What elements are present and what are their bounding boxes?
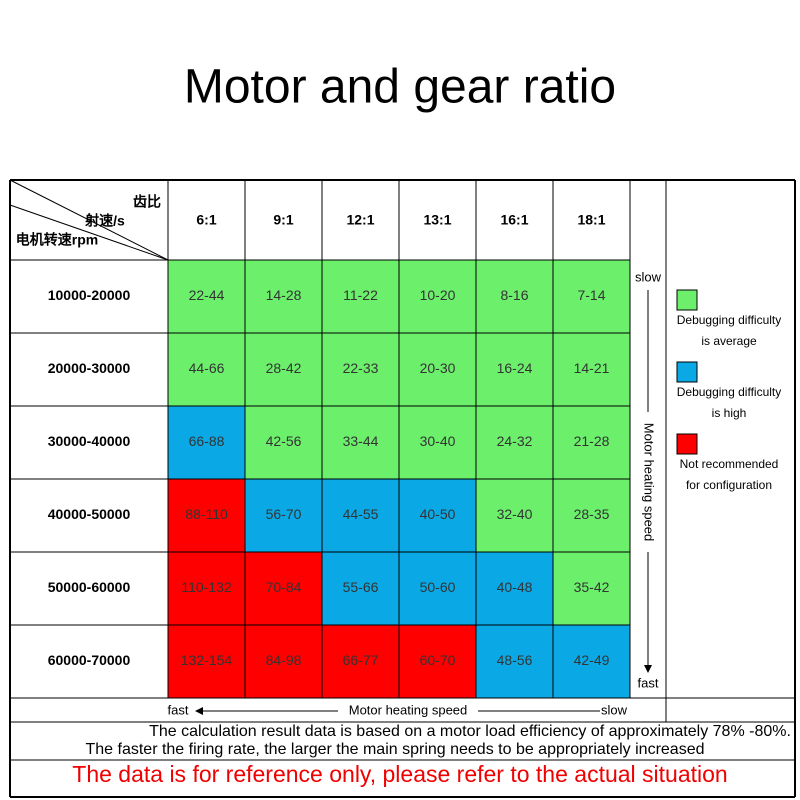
cell — [475, 478, 554, 553]
cell-value: 24-32 — [497, 433, 533, 449]
cell — [552, 259, 631, 334]
cell-value: 70-84 — [266, 579, 302, 595]
cell-value: 84-98 — [266, 652, 302, 668]
cell-value: 8-16 — [500, 287, 528, 303]
row-label: 10000-20000 — [48, 287, 131, 303]
note: The calculation result data is based on … — [149, 723, 791, 740]
cell-value: 44-66 — [189, 360, 225, 376]
column-label: 16:1 — [500, 212, 528, 228]
cell — [167, 624, 246, 699]
cell — [398, 259, 477, 334]
cell-value: 33-44 — [343, 433, 379, 449]
cell — [321, 551, 400, 626]
cell — [475, 624, 554, 699]
legend-text: is average — [701, 334, 757, 348]
cell-value: 28-35 — [574, 506, 610, 522]
legend-swatch — [676, 361, 698, 383]
cell — [244, 259, 323, 334]
cell-value: 60-70 — [420, 652, 456, 668]
cell-value: 14-28 — [266, 287, 302, 303]
column-label: 12:1 — [346, 212, 374, 228]
legend-text: is high — [712, 406, 747, 420]
cell — [475, 551, 554, 626]
cell-value: 110-132 — [181, 579, 232, 595]
table: 10000-20000 22-44 14-28 11-22 10-20 8-16 7-14 2… — [9, 179, 796, 798]
corner-label: 齿比 — [133, 194, 161, 210]
cell — [552, 332, 631, 407]
border — [9, 204, 169, 261]
cell-value: 28-42 — [266, 360, 302, 376]
corner-label: 射速/s — [84, 213, 125, 229]
cell — [475, 259, 554, 334]
cell-value: 40-48 — [497, 579, 533, 595]
cell — [321, 478, 400, 553]
cell — [552, 624, 631, 699]
cell-value: 44-55 — [343, 506, 379, 522]
corner-label: 电机转速rpm — [16, 232, 98, 248]
cell-value: 55-66 — [343, 579, 379, 595]
cell — [167, 551, 246, 626]
cell — [398, 478, 477, 553]
cell-value: 132-154 — [181, 652, 233, 668]
cell — [244, 478, 323, 553]
cell-value: 21-28 — [574, 433, 610, 449]
axis-label: Motor heating speed — [349, 702, 468, 717]
cell-value: 14-21 — [574, 360, 610, 376]
cell-value: 22-33 — [343, 360, 379, 376]
column-label: 18:1 — [577, 212, 605, 228]
cell-value: 88-110 — [185, 506, 228, 522]
row-label: 50000-60000 — [48, 579, 131, 595]
legend-swatch — [676, 289, 698, 311]
cell-value: 35-42 — [574, 579, 610, 595]
column-label: 6:1 — [196, 212, 216, 228]
cell — [398, 332, 477, 407]
cell-value: 42-56 — [266, 433, 302, 449]
column-label: 9:1 — [273, 212, 293, 228]
note: The faster the firing rate, the larger t… — [85, 741, 704, 758]
axis-label: Motor heating speed — [642, 423, 657, 542]
cell-value: 7-14 — [577, 287, 605, 303]
cell-value: 42-49 — [574, 652, 610, 668]
cell — [167, 478, 246, 553]
row-label: 20000-30000 — [48, 360, 131, 376]
cell — [244, 405, 323, 480]
cell-value: 11-22 — [343, 287, 378, 303]
cell-value: 66-88 — [189, 433, 225, 449]
legend-text: Debugging difficulty — [677, 385, 782, 399]
legend-swatch — [676, 433, 698, 455]
axis-end: slow — [635, 269, 662, 284]
legend-text: Debugging difficulty — [677, 313, 782, 327]
axis-end: fast — [168, 702, 189, 717]
axis-end: slow — [601, 702, 628, 717]
cell-value: 10-20 — [420, 287, 456, 303]
cell — [167, 405, 246, 480]
cell — [398, 551, 477, 626]
legend-text: for configuration — [686, 478, 772, 492]
axis-end: fast — [638, 675, 659, 690]
cell-value: 66-77 — [343, 652, 379, 668]
cell-value: 48-56 — [497, 652, 533, 668]
legend-text: Not recommended — [680, 457, 779, 471]
title: Motor and gear ratio — [184, 61, 616, 114]
column-label: 13:1 — [423, 212, 451, 228]
cell-value: 32-40 — [497, 506, 533, 522]
cell-value: 40-50 — [420, 506, 456, 522]
warning: The data is for reference only, please r… — [72, 761, 727, 787]
cell-value: 50-60 — [420, 579, 456, 595]
border — [9, 179, 169, 261]
row-label: 60000-70000 — [48, 652, 131, 668]
cell-value: 22-44 — [189, 287, 225, 303]
cell — [167, 259, 246, 334]
cell-value: 20-30 — [420, 360, 456, 376]
cell-value: 30-40 — [420, 433, 456, 449]
row-label: 40000-50000 — [48, 506, 131, 522]
row-label: 30000-40000 — [48, 433, 131, 449]
cell-value: 56-70 — [266, 506, 302, 522]
cell-value: 16-24 — [497, 360, 533, 376]
